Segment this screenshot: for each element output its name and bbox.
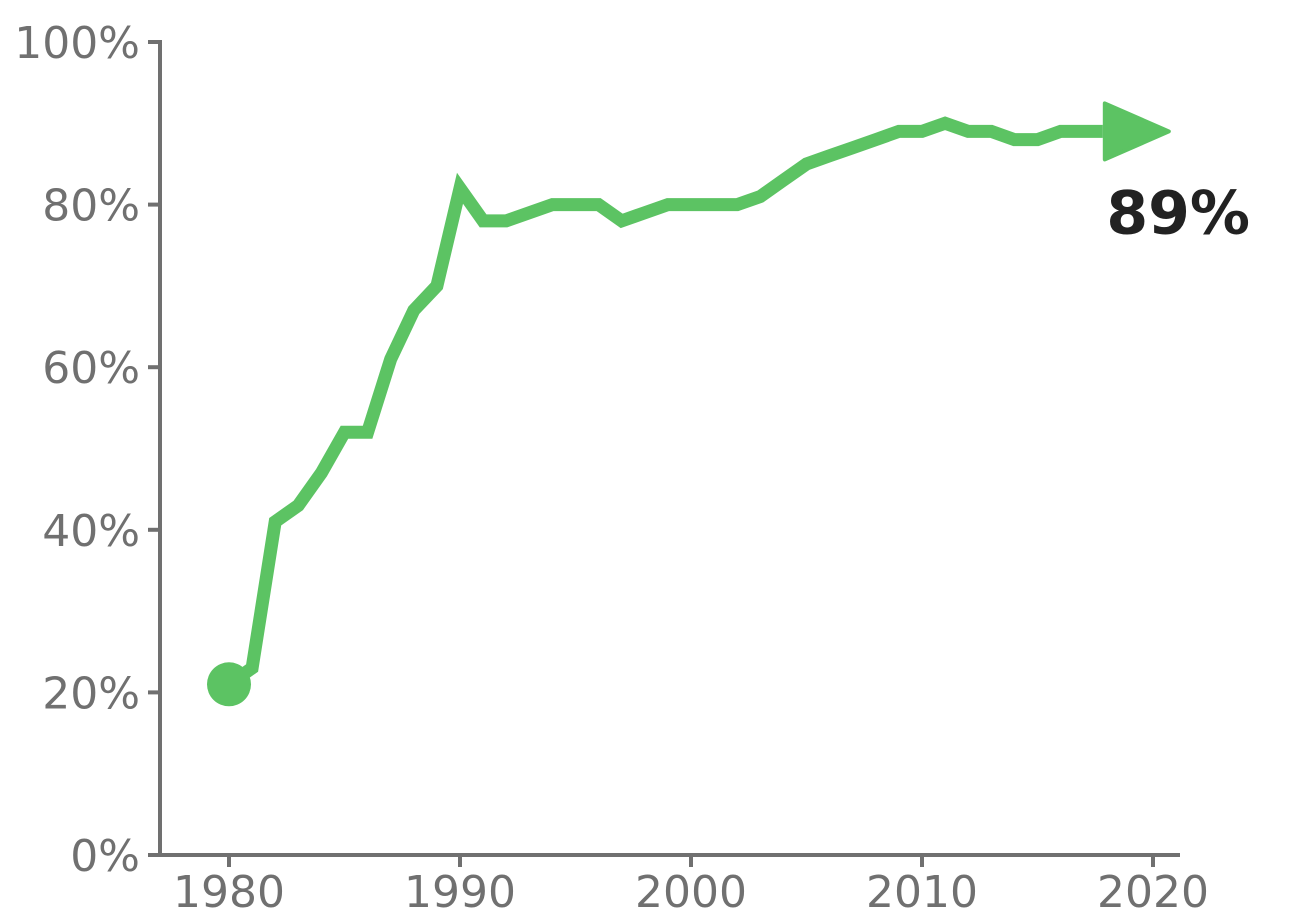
series-group (207, 101, 1171, 707)
y-tick-label: 80% (42, 181, 140, 232)
x-axis: 1980 1990 2000 2010 2020 (160, 853, 1209, 918)
series-line (225, 116, 1103, 690)
x-tick-label: 2020 (1097, 867, 1209, 918)
y-tick-label: 40% (42, 506, 140, 557)
y-axis: 0% 20% 40% 60% 80% 100% (14, 18, 162, 882)
y-tick-label: 100% (14, 18, 140, 69)
y-tick-label: 60% (42, 343, 140, 394)
y-tick-label: 0% (70, 831, 140, 882)
y-tick-label: 20% (42, 668, 140, 719)
x-tick-label: 1990 (404, 867, 516, 918)
x-tick-label: 2010 (866, 867, 978, 918)
x-tick-label: 2000 (635, 867, 747, 918)
x-tick-label: 1980 (173, 867, 285, 918)
end-value-label: 89% (1106, 178, 1250, 248)
start-point-marker (207, 662, 251, 707)
end-arrow-marker (1102, 101, 1171, 162)
